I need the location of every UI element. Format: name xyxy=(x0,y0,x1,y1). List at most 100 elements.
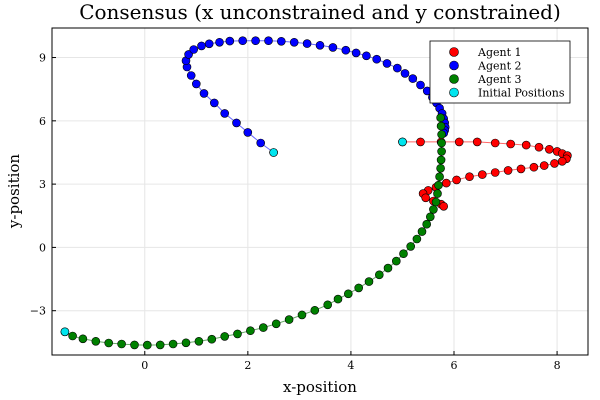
data-point xyxy=(220,109,229,118)
data-point xyxy=(297,310,307,320)
data-point xyxy=(391,256,401,266)
data-point xyxy=(521,140,531,150)
data-point xyxy=(472,137,482,147)
y-tick-label: 6 xyxy=(39,115,46,128)
axis-ticks: 0 2 4 6 8 −3 0 3 6 9 xyxy=(30,52,561,372)
data-point xyxy=(436,121,446,131)
data-point xyxy=(437,147,446,156)
data-point xyxy=(436,164,445,173)
data-point xyxy=(416,137,425,147)
legend-label: Agent 3 xyxy=(477,73,522,86)
data-point xyxy=(372,54,382,64)
data-point xyxy=(289,37,299,47)
data-point xyxy=(436,155,446,165)
data-point xyxy=(343,289,353,299)
data-point xyxy=(435,172,444,181)
data-point xyxy=(238,36,247,46)
data-point xyxy=(225,36,235,46)
data-point xyxy=(398,137,407,147)
data-point xyxy=(204,39,214,49)
data-point xyxy=(333,294,343,304)
data-point xyxy=(383,263,393,273)
chart-title: Consensus (x unconstrained and y constra… xyxy=(79,0,561,24)
data-point xyxy=(284,315,294,324)
data-point xyxy=(416,80,425,90)
data-point xyxy=(477,170,487,179)
data-point xyxy=(276,36,286,46)
series-agent-3 xyxy=(60,113,446,350)
y-axis-label: y-position xyxy=(5,154,23,230)
data-point xyxy=(315,40,325,50)
legend-marker xyxy=(449,74,459,84)
y-tick-label: 0 xyxy=(39,241,46,254)
data-point xyxy=(421,193,431,203)
data-point xyxy=(323,300,333,310)
data-point xyxy=(436,113,445,122)
data-point xyxy=(271,319,281,329)
data-point xyxy=(155,340,165,350)
data-point xyxy=(374,270,384,280)
legend-label: Agent 1 xyxy=(477,46,522,59)
data-point xyxy=(130,340,139,350)
x-tick-label: 0 xyxy=(141,359,148,372)
data-point xyxy=(534,142,544,152)
legend-marker xyxy=(449,87,459,98)
data-point xyxy=(328,43,338,52)
data-point xyxy=(539,161,549,170)
data-point xyxy=(220,332,229,341)
data-point xyxy=(425,212,435,222)
data-point xyxy=(60,327,70,337)
plot-frame xyxy=(51,27,589,356)
data-point xyxy=(406,242,416,251)
x-tick-label: 6 xyxy=(451,359,458,372)
data-point xyxy=(233,329,242,339)
data-point xyxy=(433,189,442,198)
data-point xyxy=(269,148,278,157)
data-point xyxy=(341,45,351,55)
data-point xyxy=(408,74,418,83)
data-point xyxy=(194,336,204,346)
data-point xyxy=(412,234,422,244)
data-point xyxy=(78,334,88,344)
x-tick-label: 2 xyxy=(244,359,251,372)
series-initial-positions xyxy=(60,137,407,337)
data-point xyxy=(302,39,312,48)
x-tick-label: 4 xyxy=(347,359,354,372)
legend-label: Agent 2 xyxy=(477,60,522,73)
data-point xyxy=(168,339,178,349)
data-point xyxy=(490,168,500,177)
data-point xyxy=(246,326,255,336)
data-point xyxy=(417,227,427,236)
data-point xyxy=(251,36,260,46)
data-point xyxy=(143,340,152,350)
data-point xyxy=(232,118,241,128)
data-point xyxy=(506,139,516,149)
legend-marker xyxy=(449,60,459,71)
data-point xyxy=(91,336,101,346)
data-point xyxy=(544,145,554,154)
data-point xyxy=(354,283,364,293)
data-point xyxy=(441,178,451,188)
data-point xyxy=(117,339,126,349)
data-point xyxy=(243,128,253,137)
data-point xyxy=(490,138,500,148)
data-point xyxy=(256,138,266,148)
x-axis-label: x-position xyxy=(283,378,357,396)
x-tick-label: 8 xyxy=(554,359,561,372)
data-point xyxy=(529,162,539,172)
data-point xyxy=(189,45,198,54)
series-layer xyxy=(60,36,572,350)
data-point xyxy=(434,180,443,190)
data-point xyxy=(186,71,196,80)
data-point xyxy=(400,69,410,78)
data-point xyxy=(264,36,273,46)
data-point xyxy=(351,48,361,58)
data-point xyxy=(181,338,191,348)
legend-marker xyxy=(449,47,459,57)
data-point xyxy=(258,323,268,332)
data-point xyxy=(382,59,392,68)
y-tick-label: 3 xyxy=(39,178,46,191)
data-point xyxy=(207,334,217,344)
